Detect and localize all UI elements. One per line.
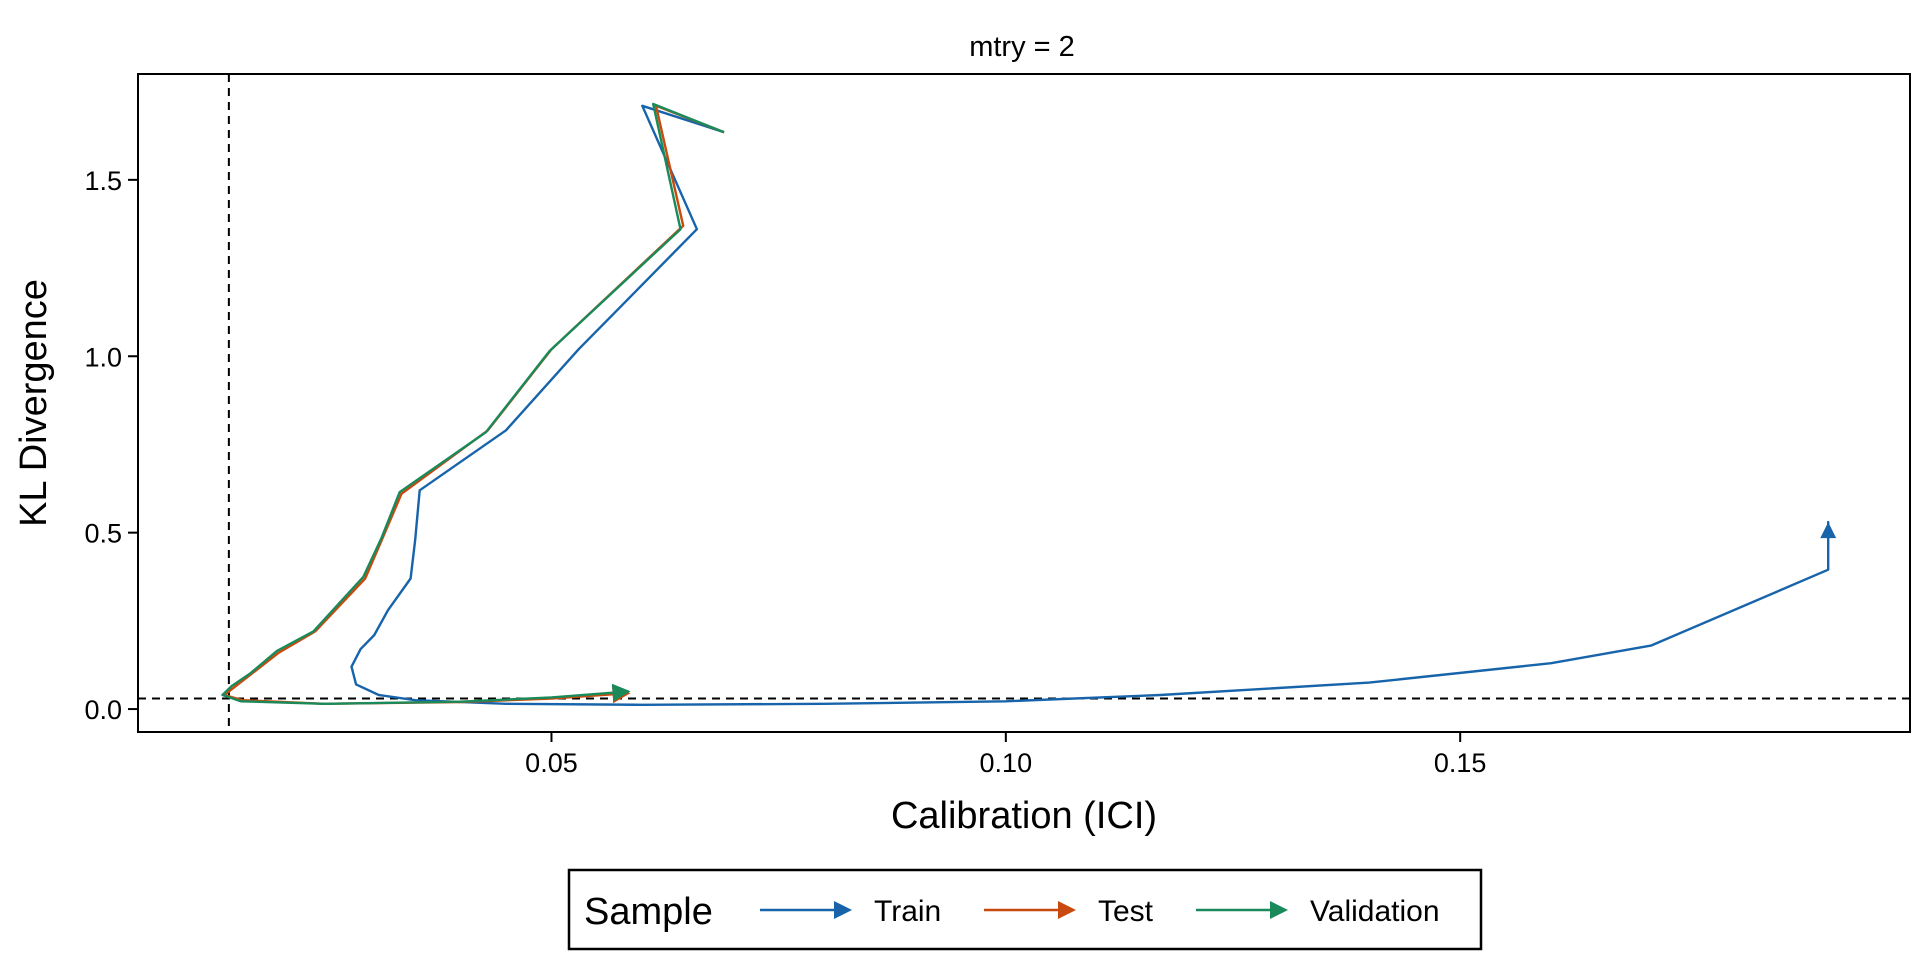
series-line-validation xyxy=(221,102,725,705)
series-layer xyxy=(221,102,1837,706)
x-axis-title: Calibration (ICI) xyxy=(891,795,1157,837)
y-tick-label: 0.0 xyxy=(84,695,122,725)
y-tick-label: 1.0 xyxy=(84,342,122,372)
x-axis: 0.05 0.10 0.15 xyxy=(525,732,1486,778)
legend-items: Train Test Validation xyxy=(760,895,1440,928)
y-axis-title: KL Divergence xyxy=(13,279,55,527)
plot-panel xyxy=(137,73,1911,733)
y-axis: 0.0 0.5 1.0 1.5 xyxy=(84,166,138,725)
facet-title: mtry = 2 xyxy=(969,31,1075,63)
x-tick-label: 0.15 xyxy=(1434,748,1487,778)
x-tick-label: 0.10 xyxy=(980,748,1033,778)
series-line-train xyxy=(350,104,1830,706)
x-tick-label: 0.05 xyxy=(525,748,578,778)
legend-key-arrow-validation xyxy=(1270,901,1288,919)
y-tick-label: 0.5 xyxy=(84,519,122,549)
y-tick-label: 1.5 xyxy=(84,166,122,196)
legend-label-validation: Validation xyxy=(1310,895,1440,928)
legend-key-arrow-train xyxy=(834,901,852,919)
reference-lines xyxy=(138,74,1910,732)
legend-label-train: Train xyxy=(874,895,941,928)
legend: Sample Train Test Validation xyxy=(567,868,1483,951)
legend-label-test: Test xyxy=(1098,895,1154,928)
series-arrowhead-train xyxy=(1820,522,1837,539)
legend-title: Sample xyxy=(584,891,713,933)
legend-key-arrow-test xyxy=(1058,901,1076,919)
